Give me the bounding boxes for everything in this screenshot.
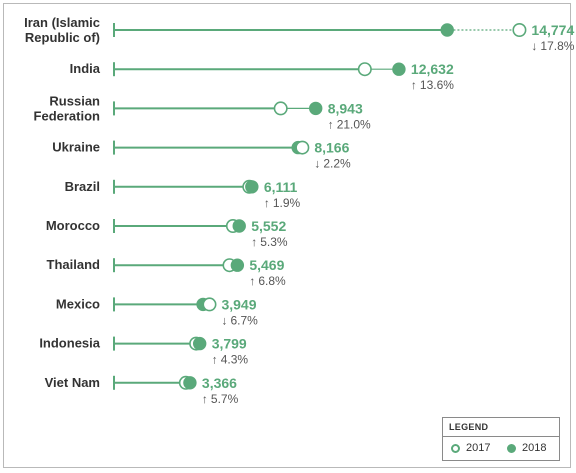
country-label: Federation	[34, 108, 101, 123]
dot-2018	[245, 180, 259, 194]
arrow-up-icon: ↑	[212, 353, 218, 367]
dot-2017	[295, 140, 310, 155]
filled-circle-icon	[507, 443, 516, 453]
change-percent: 6.8%	[258, 274, 286, 288]
arrow-up-icon: ↑	[411, 78, 417, 92]
dot-2018	[309, 101, 323, 116]
change-percent: 6.7%	[230, 313, 258, 327]
dot-2018	[192, 336, 207, 351]
dot-2017	[202, 297, 217, 312]
change-label: ↑ 5.3%	[251, 235, 288, 249]
dot-2018	[440, 23, 454, 37]
dot-2018	[183, 376, 197, 390]
chart-frame	[3, 3, 571, 468]
dot-2017	[273, 101, 288, 116]
country-label: Russian	[49, 93, 100, 108]
dot-2018	[230, 258, 245, 272]
change-percent: 5.3%	[260, 235, 288, 249]
legend-divider	[443, 436, 559, 437]
legend-label-2017: 2017	[466, 442, 491, 454]
value-label: 3,366	[202, 375, 237, 391]
change-label: ↑ 4.3%	[212, 353, 249, 367]
change-label: ↓ 2.2%	[314, 157, 351, 171]
legend-item-2018: 2018	[507, 442, 546, 454]
change-percent: 2.2%	[323, 157, 351, 171]
change-percent: 5.7%	[211, 392, 239, 406]
country-label: Thailand	[47, 257, 101, 272]
legend-label-2018: 2018	[522, 442, 547, 454]
change-percent: 17.8%	[540, 39, 574, 53]
value-label: 3,949	[221, 296, 256, 312]
country-label: Republic of)	[25, 30, 100, 45]
change-label: ↑ 6.8%	[249, 274, 286, 288]
change-label: ↑ 5.7%	[202, 392, 239, 406]
arrow-down-icon: ↓	[531, 39, 537, 53]
country-label: Iran (Islamic	[24, 15, 100, 30]
value-label: 6,111	[264, 179, 298, 195]
legend-item-2017: 2017	[451, 442, 490, 454]
open-circle-icon	[451, 443, 460, 453]
arrow-up-icon: ↑	[249, 274, 255, 288]
arrow-up-icon: ↑	[202, 392, 208, 406]
change-label: ↑ 21.0%	[328, 117, 371, 131]
value-label: 3,799	[212, 336, 247, 352]
country-label: India	[70, 61, 101, 76]
legend: LEGEND 2017 2018	[442, 417, 560, 461]
country-label: Morocco	[46, 218, 100, 233]
change-percent: 21.0%	[337, 117, 371, 131]
arrow-up-icon: ↑	[328, 117, 334, 131]
change-label: ↓ 6.7%	[221, 313, 258, 327]
country-label: Ukraine	[52, 140, 100, 155]
arrow-up-icon: ↑	[264, 196, 270, 210]
dot-2018	[392, 62, 406, 76]
arrow-down-icon: ↓	[221, 313, 227, 327]
country-label: Mexico	[56, 296, 100, 311]
country-label: Viet Nam	[45, 375, 100, 390]
value-label: 12,632	[411, 61, 454, 77]
legend-title: LEGEND	[449, 422, 489, 432]
country-label: Brazil	[65, 179, 100, 194]
dot-2018	[232, 219, 246, 233]
change-label: ↑ 1.9%	[264, 196, 301, 210]
change-percent: 1.9%	[273, 196, 301, 210]
dot-2017	[357, 62, 372, 77]
change-percent: 13.6%	[420, 78, 454, 92]
value-label: 14,774	[531, 22, 574, 38]
arrow-down-icon: ↓	[314, 157, 320, 171]
value-label: 8,166	[314, 140, 349, 156]
dot-2017	[512, 22, 527, 37]
arrow-up-icon: ↑	[251, 235, 257, 249]
country-label: Indonesia	[39, 336, 100, 351]
value-label: 5,469	[249, 257, 284, 273]
value-label: 8,943	[328, 100, 363, 116]
value-label: 5,552	[251, 218, 286, 234]
change-label: ↑ 13.6%	[411, 78, 454, 92]
change-percent: 4.3%	[221, 353, 249, 367]
change-label: ↓ 17.8%	[531, 39, 574, 53]
